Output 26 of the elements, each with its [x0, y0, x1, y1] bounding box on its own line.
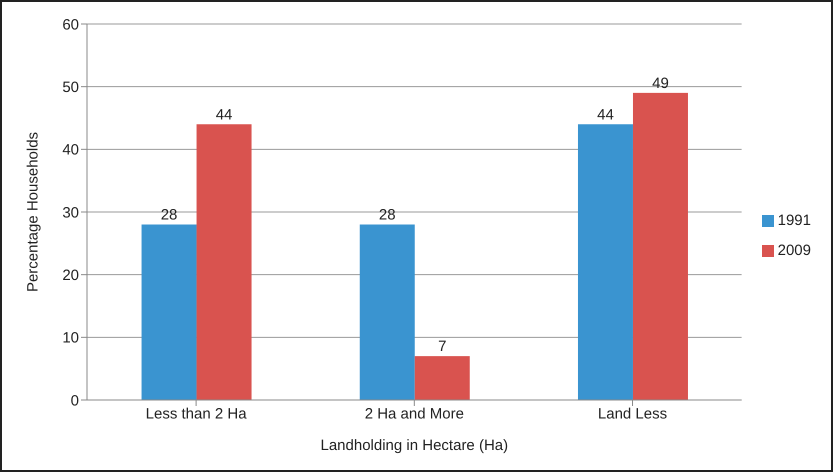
data-label: 44 [216, 106, 232, 124]
data-label: 28 [378, 206, 396, 224]
x-tick-label: Less than 2 Ha [146, 406, 248, 423]
x-axis-title: Landholding in Hectare (Ha) [320, 437, 508, 454]
bar [632, 92, 688, 400]
bar [196, 124, 252, 400]
x-tick-label: Land Less [598, 406, 668, 423]
x-tick-label: 2 Ha and More [364, 406, 464, 423]
legend-label: 2009 [778, 242, 811, 259]
y-tick-label: 60 [62, 16, 79, 34]
y-tick-label: 40 [62, 142, 79, 159]
y-tick-label: 0 [70, 392, 79, 410]
y-tick-label: 30 [62, 204, 79, 222]
y-tick-label: 10 [62, 330, 79, 347]
data-label: 49 [652, 74, 669, 92]
y-tick-label: 50 [62, 78, 79, 96]
bar [414, 356, 470, 400]
y-axis-title: Percentage Households [24, 132, 42, 292]
data-label: 28 [160, 206, 178, 224]
bar [578, 124, 633, 400]
data-label: 7 [438, 338, 446, 356]
legend-label: 1991 [778, 212, 811, 229]
bar [360, 224, 415, 400]
y-tick-label: 20 [62, 266, 79, 284]
bar [142, 224, 197, 400]
data-label: 44 [597, 106, 614, 124]
